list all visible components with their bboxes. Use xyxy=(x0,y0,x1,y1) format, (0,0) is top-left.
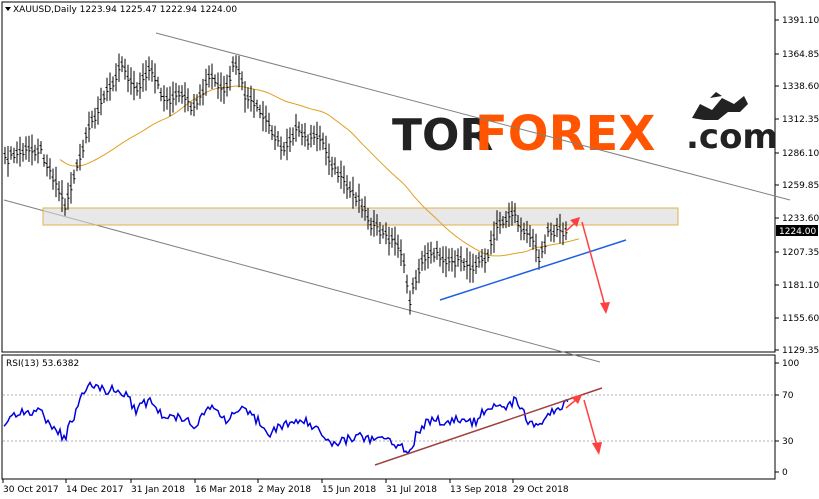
rsi-panel xyxy=(1,354,776,480)
time-tick-label: 29 Oct 2018 xyxy=(513,485,569,495)
price-tick-label: 1338.60 xyxy=(782,82,819,92)
price-bars xyxy=(3,53,568,315)
price-tick-label: 1364.85 xyxy=(782,50,819,60)
torforex-logo: TOR FOREX .com xyxy=(392,92,778,162)
logo-text-forex: FOREX xyxy=(475,106,655,162)
rsi-tick-label: 100 xyxy=(782,359,799,369)
main-price-panel xyxy=(1,1,776,353)
forecast-arrow-down xyxy=(581,221,610,314)
time-tick-label: 31 Jan 2018 xyxy=(131,485,185,495)
forecast-arrow-up xyxy=(564,217,580,233)
price-tick-label: 1155.60 xyxy=(782,314,819,324)
price-tick-label: 1233.60 xyxy=(782,214,819,224)
support-trendline xyxy=(439,239,627,301)
rsi-trendline xyxy=(374,387,603,466)
rsi-arrow-up xyxy=(565,395,582,409)
price-tick-label: 1129.35 xyxy=(782,346,819,356)
time-tick-label: 15 Jun 2018 xyxy=(322,485,376,495)
price-tick-label: 1259.85 xyxy=(782,181,819,191)
price-tick-label: 1286.10 xyxy=(782,149,819,159)
moving-average-fast xyxy=(59,85,580,257)
rsi-line xyxy=(3,380,569,455)
bull-bear-icon xyxy=(692,92,748,120)
logo-text-tor: TOR xyxy=(392,110,493,161)
current-price-marker: 1224.00 xyxy=(776,225,818,237)
time-tick-label: 13 Sep 2018 xyxy=(450,485,507,495)
price-zone xyxy=(42,207,679,226)
main-header: XAUUSD,Daily 1223.94 1225.47 1222.94 122… xyxy=(5,5,237,15)
time-tick-label: 2 May 2018 xyxy=(258,485,311,495)
channel-upper-line xyxy=(155,32,791,201)
rsi-tick-label: 70 xyxy=(782,391,794,401)
current-price-label: 1224.00 xyxy=(779,227,816,237)
symbol-header: XAUUSD,Daily 1223.94 1225.47 1222.94 122… xyxy=(13,5,237,15)
rsi-axis: 100 70 30 0 xyxy=(775,359,799,478)
time-tick-label: 30 Oct 2017 xyxy=(3,485,59,495)
logo-text-com: .com xyxy=(686,117,778,157)
price-tick-label: 1207.35 xyxy=(782,248,819,258)
time-tick-label: 14 Dec 2017 xyxy=(66,485,124,495)
time-tick-label: 16 Mar 2018 xyxy=(195,485,252,495)
price-tick-label: 1181.10 xyxy=(782,281,819,291)
time-tick-label: 31 Jul 2018 xyxy=(386,485,437,495)
price-axis: 1391.10 1364.85 1338.60 1312.35 1286.10 1259.… xyxy=(775,16,819,356)
rsi-tick-label: 30 xyxy=(782,437,794,447)
channel-lower-line xyxy=(3,199,601,363)
rsi-header: RSI(13) 53.6382 xyxy=(6,359,79,369)
rsi-tick-label: 0 xyxy=(782,468,788,478)
price-tick-label: 1391.10 xyxy=(782,16,819,26)
dropdown-triangle-icon xyxy=(5,7,11,11)
rsi-arrow-down xyxy=(583,399,602,455)
time-axis: 30 Oct 2017 14 Dec 2017 31 Jan 2018 16 Mar … xyxy=(2,479,569,495)
price-tick-label: 1312.35 xyxy=(782,115,819,125)
